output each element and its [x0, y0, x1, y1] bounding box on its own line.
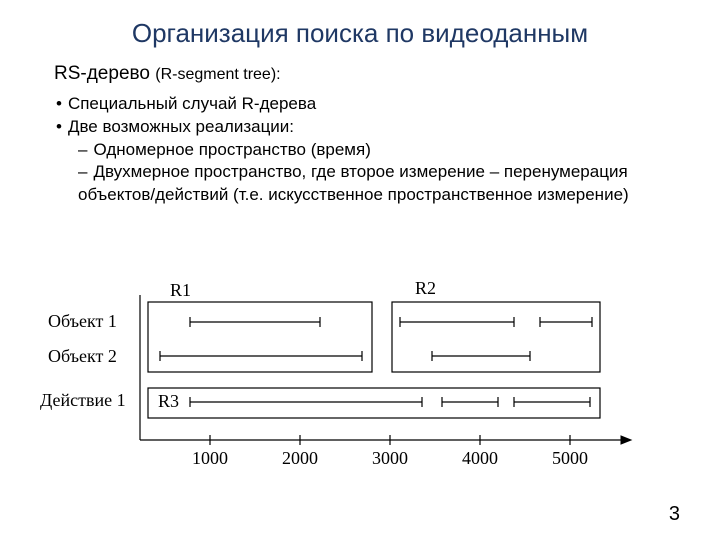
svg-text:4000: 4000	[462, 448, 498, 468]
svg-text:Объект 2: Объект 2	[48, 346, 117, 366]
svg-text:R3: R3	[158, 391, 179, 411]
slide-title: Организация поиска по видеоданным	[0, 0, 720, 49]
sub-bullet-item: Одномерное пространство (время)	[78, 139, 666, 161]
bullet-item: Специальный случай R-дерева	[56, 93, 666, 116]
subtitle-paren: (R-segment tree):	[155, 66, 280, 83]
sub-bullet-text: Двухмерное пространство, где второе изме…	[78, 162, 629, 203]
page-number: 3	[669, 503, 680, 526]
svg-text:Объект 1: Объект 1	[48, 311, 117, 331]
svg-text:R2: R2	[415, 278, 436, 298]
svg-text:1000: 1000	[192, 448, 228, 468]
bullet-item: Две возможных реализации:	[56, 116, 666, 139]
svg-text:R1: R1	[170, 280, 191, 300]
bullet-text: Специальный случай R-дерева	[68, 94, 316, 113]
subtitle-main: RS-дерево	[54, 63, 155, 84]
content-block: RS-дерево (R-segment tree): Специальный …	[0, 49, 720, 206]
bullet-text: Две возможных реализации:	[68, 117, 294, 136]
sub-bullet-item: Двухмерное пространство, где второе изме…	[78, 161, 666, 206]
svg-text:Действие 1: Действие 1	[40, 390, 126, 410]
svg-text:5000: 5000	[552, 448, 588, 468]
sub-bullet-list: Одномерное пространство (время) Двухмерно…	[56, 139, 666, 206]
subtitle: RS-дерево (R-segment tree):	[54, 63, 666, 85]
sub-bullet-text: Одномерное пространство (время)	[93, 140, 370, 159]
svg-text:2000: 2000	[282, 448, 318, 468]
svg-text:3000: 3000	[372, 448, 408, 468]
bullet-list: Специальный случай R-дерева Две возможных…	[54, 93, 666, 206]
